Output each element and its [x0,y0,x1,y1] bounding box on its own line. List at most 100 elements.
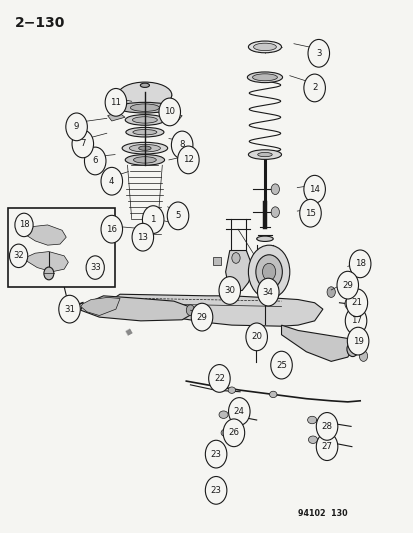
Circle shape [299,199,320,227]
Circle shape [223,419,244,447]
Ellipse shape [247,72,282,83]
Ellipse shape [129,144,160,152]
Bar [213,257,221,265]
Ellipse shape [228,387,235,393]
Text: 14: 14 [309,185,319,193]
Circle shape [159,98,180,126]
Text: 23: 23 [210,450,221,458]
Circle shape [86,256,104,279]
Ellipse shape [138,146,151,150]
Circle shape [262,263,275,280]
Text: 18: 18 [354,260,365,268]
Ellipse shape [125,155,164,165]
Polygon shape [27,252,68,272]
Circle shape [303,74,325,102]
Ellipse shape [208,484,215,491]
Circle shape [167,202,188,230]
Text: 29: 29 [342,281,352,289]
Polygon shape [81,297,120,316]
Circle shape [177,146,199,174]
Text: 4: 4 [109,177,114,185]
Circle shape [307,39,329,67]
Text: 8: 8 [179,141,185,149]
Circle shape [228,398,249,425]
Ellipse shape [133,130,157,135]
Circle shape [273,358,282,369]
Circle shape [251,335,259,345]
Circle shape [191,303,212,331]
Text: 16: 16 [106,225,117,233]
Circle shape [72,130,93,158]
Circle shape [303,175,325,203]
Circle shape [66,113,87,141]
Text: 2: 2 [311,84,317,92]
Ellipse shape [218,411,228,418]
Circle shape [346,342,358,357]
Ellipse shape [122,142,167,154]
Circle shape [9,244,28,268]
Text: 12: 12 [183,156,193,164]
Text: 17: 17 [350,317,361,325]
Circle shape [205,440,226,468]
Ellipse shape [307,416,316,424]
Text: 6: 6 [92,157,98,165]
Text: 19: 19 [352,337,363,345]
Circle shape [316,413,337,440]
Circle shape [255,255,282,289]
Ellipse shape [269,391,276,398]
Polygon shape [281,325,353,361]
Text: 11: 11 [110,98,121,107]
Text: 9: 9 [74,123,79,131]
Circle shape [15,213,33,237]
Circle shape [171,131,192,159]
Circle shape [271,207,279,217]
Text: 5: 5 [175,212,180,220]
Circle shape [44,267,54,280]
Circle shape [205,477,226,504]
Circle shape [345,289,367,317]
Text: 3: 3 [315,49,321,58]
Polygon shape [118,95,171,108]
Circle shape [257,278,278,306]
Text: 24: 24 [233,407,244,416]
Text: 29: 29 [196,313,207,321]
Text: 26: 26 [228,429,239,437]
Circle shape [59,295,80,323]
Text: 10: 10 [164,108,175,116]
Text: 15: 15 [304,209,315,217]
Text: 23: 23 [210,486,221,495]
Ellipse shape [118,82,171,108]
Ellipse shape [211,450,217,456]
Ellipse shape [126,127,164,137]
Circle shape [356,321,364,332]
Circle shape [336,271,358,299]
Text: 32: 32 [13,252,24,260]
Text: 7: 7 [80,140,85,148]
Text: 2−130: 2−130 [14,16,65,30]
Text: 20: 20 [251,333,261,341]
Text: 25: 25 [275,361,286,369]
Circle shape [248,245,289,298]
Ellipse shape [133,157,156,163]
Circle shape [326,287,335,297]
Circle shape [132,223,153,251]
Text: 22: 22 [214,374,224,383]
Ellipse shape [253,43,276,51]
Polygon shape [164,112,182,121]
Ellipse shape [118,102,171,113]
Ellipse shape [125,115,164,125]
Text: 18: 18 [19,221,29,229]
Ellipse shape [256,236,273,241]
Polygon shape [107,112,125,121]
Circle shape [344,307,366,335]
Ellipse shape [257,152,272,157]
Polygon shape [225,251,252,290]
Ellipse shape [248,150,281,159]
Text: 33: 33 [90,263,100,272]
Circle shape [344,298,352,309]
Ellipse shape [252,74,277,80]
Circle shape [261,286,268,295]
Circle shape [271,184,279,195]
Ellipse shape [221,429,230,437]
Circle shape [186,305,194,316]
